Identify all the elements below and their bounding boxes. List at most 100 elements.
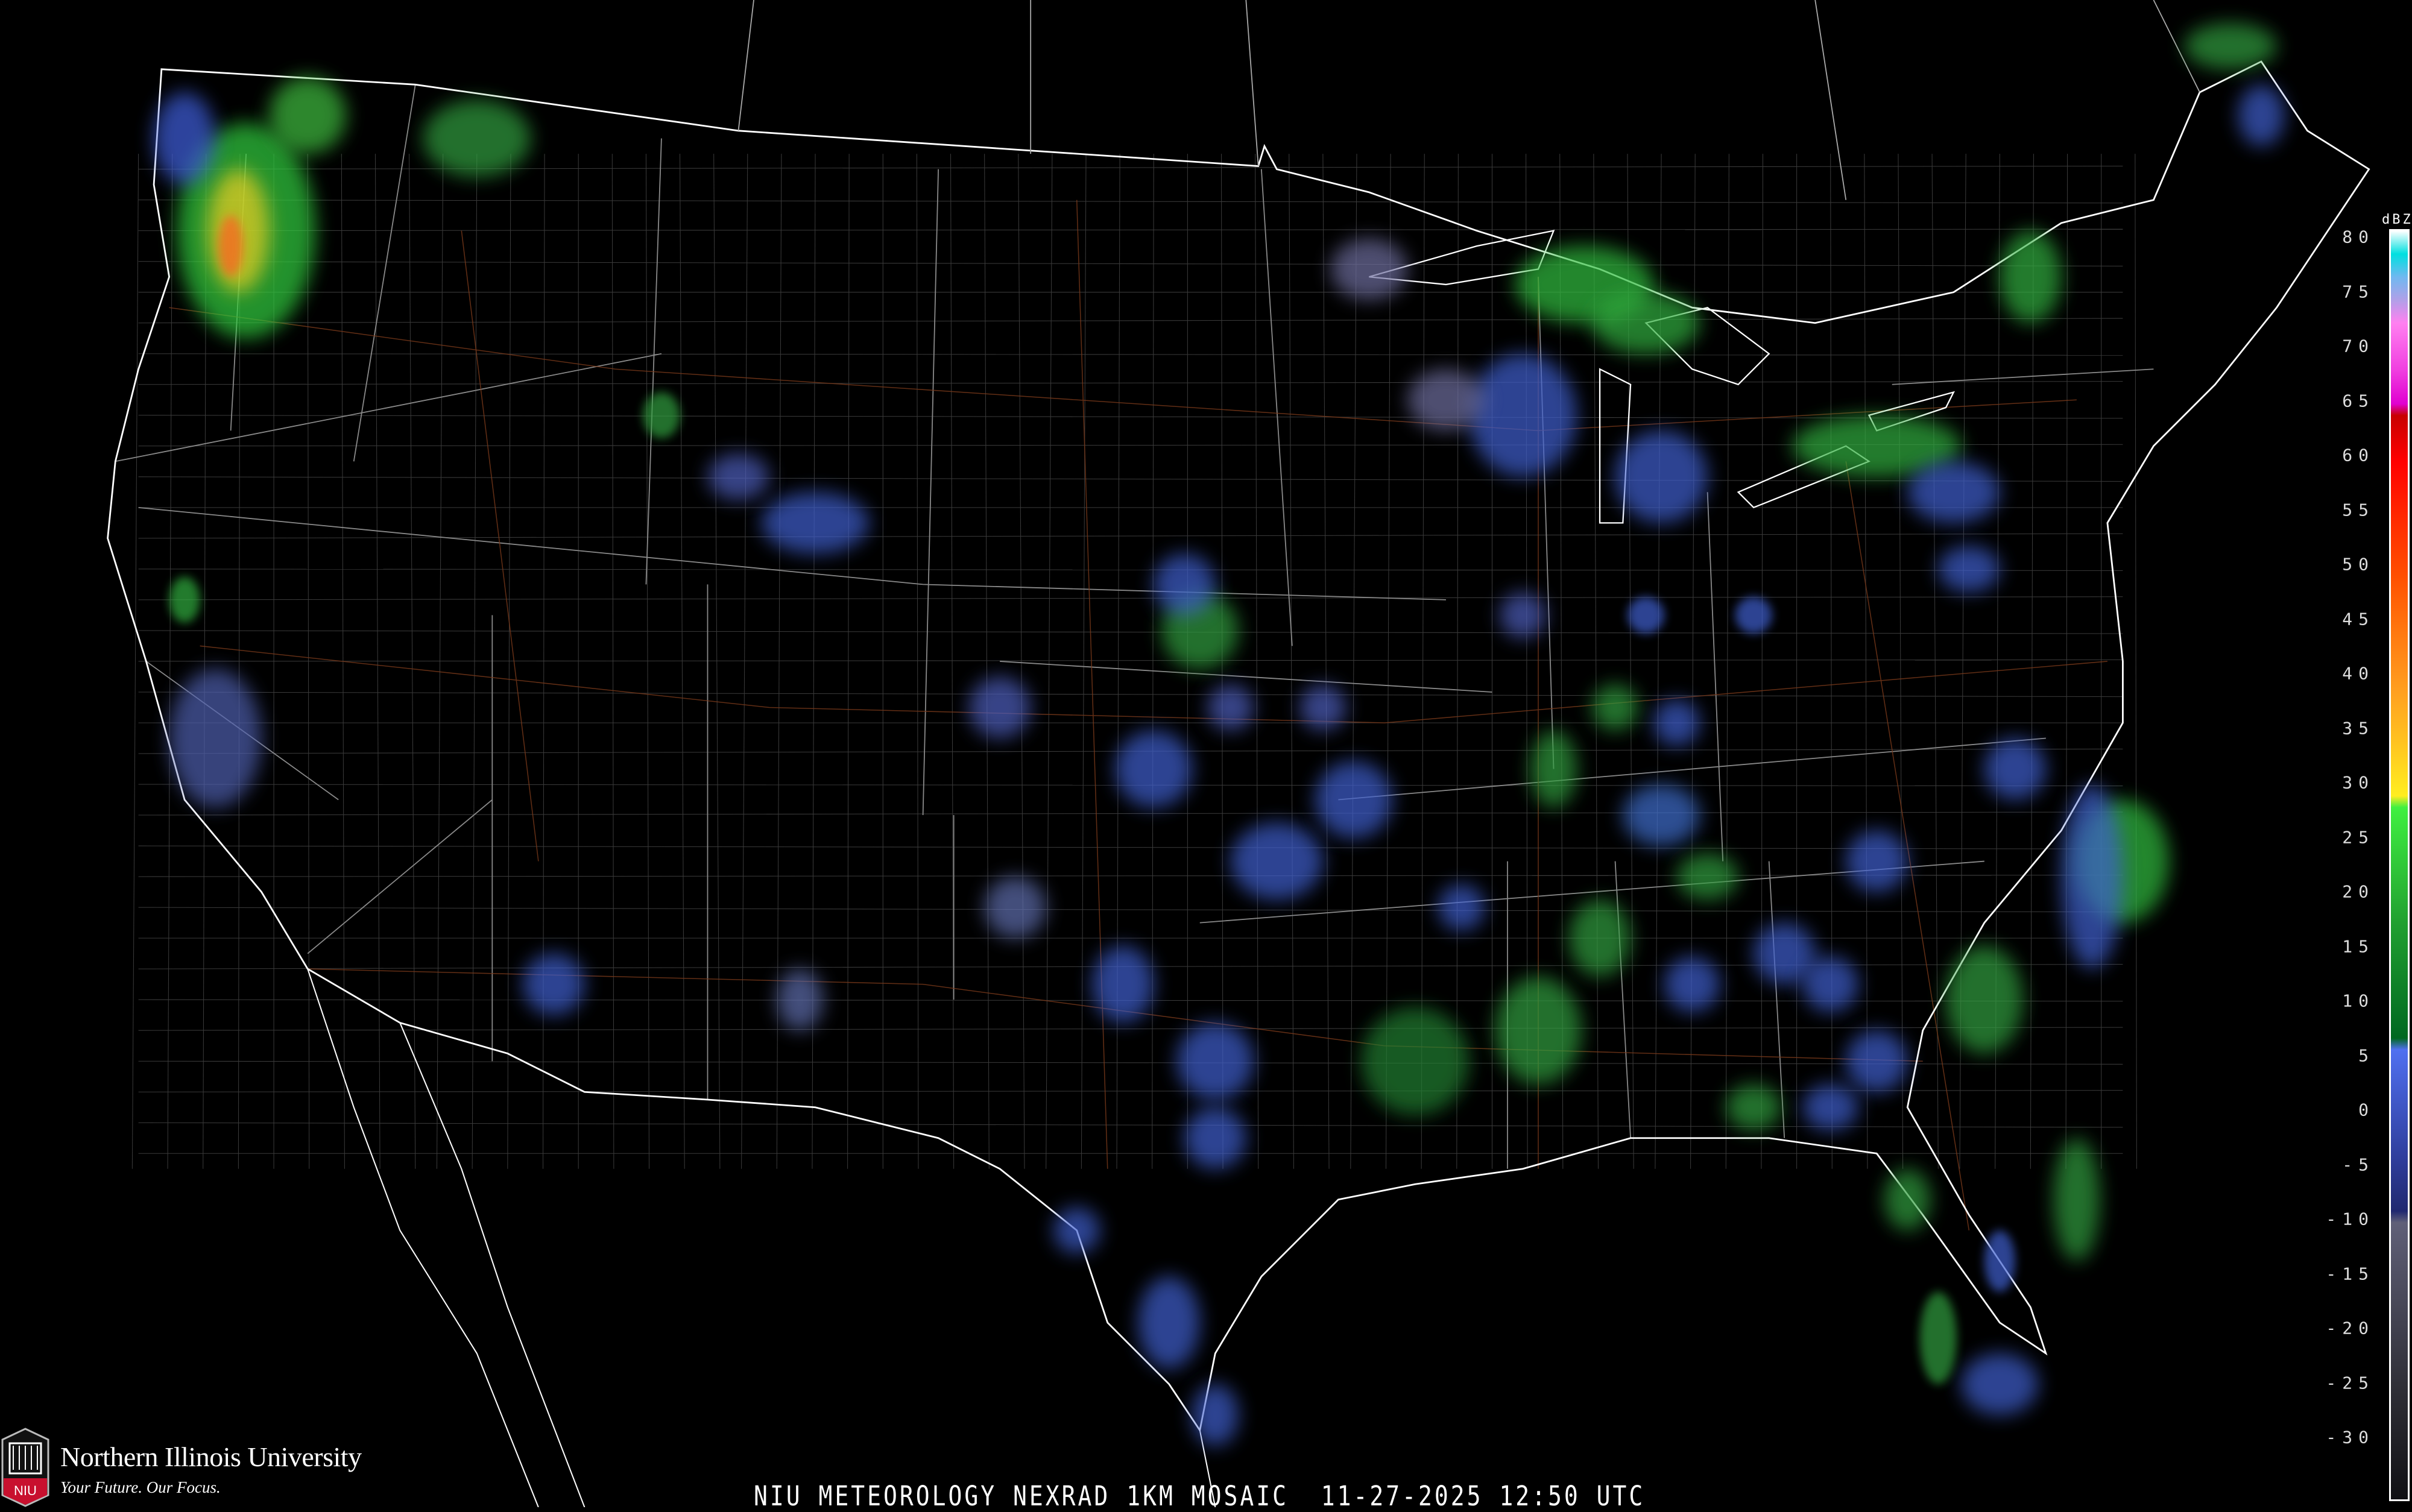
legend-tick: -25 [2326, 1373, 2375, 1393]
radar-echo [1946, 945, 2023, 1054]
radar-echo [1984, 738, 2046, 800]
canada-lines [737, 0, 2200, 200]
legend-tick: 55 [2342, 500, 2375, 520]
radar-echo [1846, 1030, 1908, 1092]
radar-echo [1192, 1384, 1239, 1446]
radar-echo [984, 877, 1046, 939]
radar-echo [643, 392, 680, 439]
radar-echoes [154, 23, 2285, 1446]
product-caption: NIU METEOROLOGY NEXRAD 1KM MOSAIC 11-27-… [754, 1480, 1646, 1512]
radar-echo [1115, 730, 1193, 808]
radar-echo [707, 453, 769, 500]
radar-echo [2053, 1138, 2100, 1261]
radar-echo [423, 99, 531, 177]
radar-echo [1676, 853, 1738, 900]
radar-echo [1315, 761, 1392, 839]
legend-tick: -10 [2326, 1209, 2375, 1229]
legend-tick: 70 [2342, 336, 2375, 356]
radar-echo [1530, 730, 1577, 808]
radar-echo [2061, 784, 2123, 969]
radar-echo [1495, 976, 1582, 1085]
radar-echo [1592, 684, 1638, 731]
legend-tick: 75 [2342, 282, 2375, 301]
niu-logo: NIU Northern Illinois University Your Fu… [0, 1423, 434, 1507]
legend-tick: 20 [2342, 881, 2375, 902]
university-name: Northern Illinois University [60, 1441, 362, 1472]
legend-tick: 15 [2342, 936, 2375, 956]
radar-echo [1884, 1168, 1931, 1230]
legend-tick: 30 [2342, 772, 2375, 793]
university-tagline: Your Future. Our Focus. [60, 1478, 221, 1496]
radar-echo [1207, 684, 1254, 731]
radar-echo [1184, 1107, 1246, 1169]
radar-echo [2184, 23, 2277, 69]
legend-tick: 45 [2342, 609, 2375, 629]
niu-seal-icon: NIU [1, 1428, 49, 1507]
radar-echo [1438, 884, 1485, 931]
legend-tick: 25 [2342, 827, 2375, 847]
legend-tick: 60 [2342, 445, 2375, 465]
radar-echo [169, 669, 262, 808]
legend-tick: 10 [2342, 991, 2375, 1011]
radar-echo [1627, 596, 1665, 634]
radar-echo [218, 215, 244, 277]
radar-echo [1802, 1084, 1858, 1130]
radar-echo [969, 676, 1031, 739]
radar-echo [1092, 945, 1154, 1023]
radar-echo [1735, 596, 1772, 634]
radar-echo [1623, 784, 1700, 846]
legend-tick: 50 [2342, 554, 2375, 575]
radar-echo [1138, 1276, 1200, 1369]
radar-echo [1330, 238, 1408, 300]
legend-tick: 0 [2358, 1100, 2375, 1120]
legend-tick: -20 [2326, 1318, 2375, 1338]
radar-echo [1938, 546, 2000, 593]
radar-echo [1664, 956, 1720, 1012]
radar-echo [1846, 830, 1908, 892]
radar-echo [1592, 292, 1700, 354]
radar-echo [1053, 1207, 1100, 1254]
radar-echo [169, 576, 200, 623]
radar-echo [2238, 84, 2285, 146]
legend-tick: 80 [2342, 227, 2375, 247]
radar-echo [1176, 1022, 1254, 1100]
mexico-coast [307, 968, 1216, 1507]
radar-echo [1230, 822, 1323, 900]
radar-echo [1615, 430, 1708, 523]
radar-echo [1802, 956, 1858, 1012]
legend-tick: -15 [2326, 1264, 2375, 1284]
niu-badge-text: NIU [14, 1483, 37, 1498]
radar-echo [1919, 1291, 1957, 1384]
radar-echo [269, 77, 346, 154]
radar-echo [1500, 592, 1546, 638]
legend-tick: 40 [2342, 663, 2375, 684]
conus-outline [107, 60, 2370, 1433]
radar-echo [1792, 415, 1962, 477]
dbz-color-scale [2389, 229, 2410, 1501]
radar-echo [1726, 1084, 1782, 1130]
radar-echo [1653, 699, 1700, 746]
radar-echo [1299, 684, 1346, 731]
radar-echo [1361, 1007, 1470, 1115]
radar-echo [523, 953, 585, 1015]
radar-echo [1984, 1230, 2015, 1292]
radar-echo [761, 492, 870, 554]
legend-unit: dBZ [2382, 212, 2412, 227]
radar-echo [1469, 353, 1577, 477]
highways [169, 200, 2107, 1230]
legend-tick: 65 [2342, 391, 2375, 411]
radar-echo [1961, 1353, 2039, 1415]
radar-echo [1154, 553, 1216, 616]
radar-echo [1907, 461, 2000, 523]
legend-tick: -5 [2342, 1154, 2375, 1174]
radar-echo [1407, 369, 1485, 431]
legend-tick: 5 [2358, 1045, 2375, 1065]
radar-echo [2000, 230, 2062, 323]
legend-tick: 35 [2342, 718, 2375, 738]
radar-echo [777, 969, 823, 1031]
legend-tick: -30 [2326, 1427, 2375, 1447]
radar-echo [154, 92, 216, 185]
radar-echo [1754, 922, 1816, 984]
radar-echo [1569, 899, 1631, 977]
